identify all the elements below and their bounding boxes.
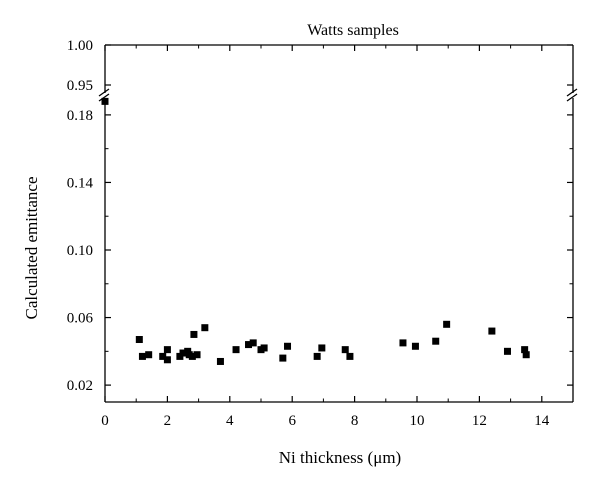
right-axis-break-mark: [566, 93, 578, 102]
data-point: [135, 336, 143, 344]
data-point: [432, 337, 440, 345]
data-point: [279, 354, 287, 362]
data-point: [522, 351, 530, 359]
data-point: [521, 346, 529, 354]
data-point: [341, 346, 349, 354]
y-tick-label: 0.02: [67, 378, 93, 394]
data-point: [346, 352, 354, 360]
x-tick-label: 8: [351, 413, 359, 429]
chart-title: Watts samples: [307, 22, 399, 39]
data-point: [193, 351, 201, 359]
y-axis-title: Calculated emittance: [22, 176, 41, 319]
data-point: [101, 97, 109, 105]
data-point: [318, 344, 326, 352]
x-tick-label: 2: [164, 413, 172, 429]
data-point: [232, 346, 240, 354]
data-point: [313, 352, 321, 360]
data-point: [411, 342, 419, 350]
data-point: [284, 342, 292, 350]
x-tick-label: 10: [410, 413, 425, 429]
data-point: [190, 330, 198, 338]
data-point: [188, 352, 196, 360]
left-axis-break-mark: [98, 88, 110, 97]
data-point: [399, 339, 407, 347]
x-tick-label: 4: [226, 413, 234, 429]
data-point: [179, 349, 187, 357]
x-tick-label: 6: [288, 413, 296, 429]
data-point: [201, 324, 209, 332]
x-axis-title: Ni thickness (μm): [279, 448, 401, 467]
data-point: [503, 347, 511, 355]
data-point: [488, 327, 496, 335]
data-point: [163, 346, 171, 354]
data-point: [249, 339, 257, 347]
y-tick-label-upper: 1.00: [67, 38, 93, 54]
data-point: [260, 344, 268, 352]
left-axis-break-mark: [98, 93, 110, 102]
data-points: [101, 97, 530, 365]
data-point: [163, 356, 171, 364]
data-point: [216, 357, 224, 365]
data-point: [138, 352, 146, 360]
y-tick-label: 0.10: [67, 243, 93, 259]
y-tick-label-upper: 0.95: [67, 78, 93, 94]
data-point: [145, 351, 153, 359]
data-point: [245, 341, 253, 349]
data-point: [159, 352, 167, 360]
tick-labels: 0 2 4 6 8 10 12 14 0.02 0.06 0.10 0.14 0.18 0.95 1.00: [67, 38, 550, 429]
x-tick-label: 14: [534, 413, 550, 429]
right-axis-break-mark: [566, 88, 578, 97]
axis-ticks: [104, 44, 573, 402]
y-tick-label: 0.06: [67, 311, 94, 327]
x-tick-label: 12: [472, 413, 487, 429]
data-point: [443, 320, 451, 328]
y-tick-label: 0.14: [67, 175, 94, 191]
y-tick-label: 0.18: [67, 108, 93, 124]
x-tick-label: 0: [101, 413, 109, 429]
